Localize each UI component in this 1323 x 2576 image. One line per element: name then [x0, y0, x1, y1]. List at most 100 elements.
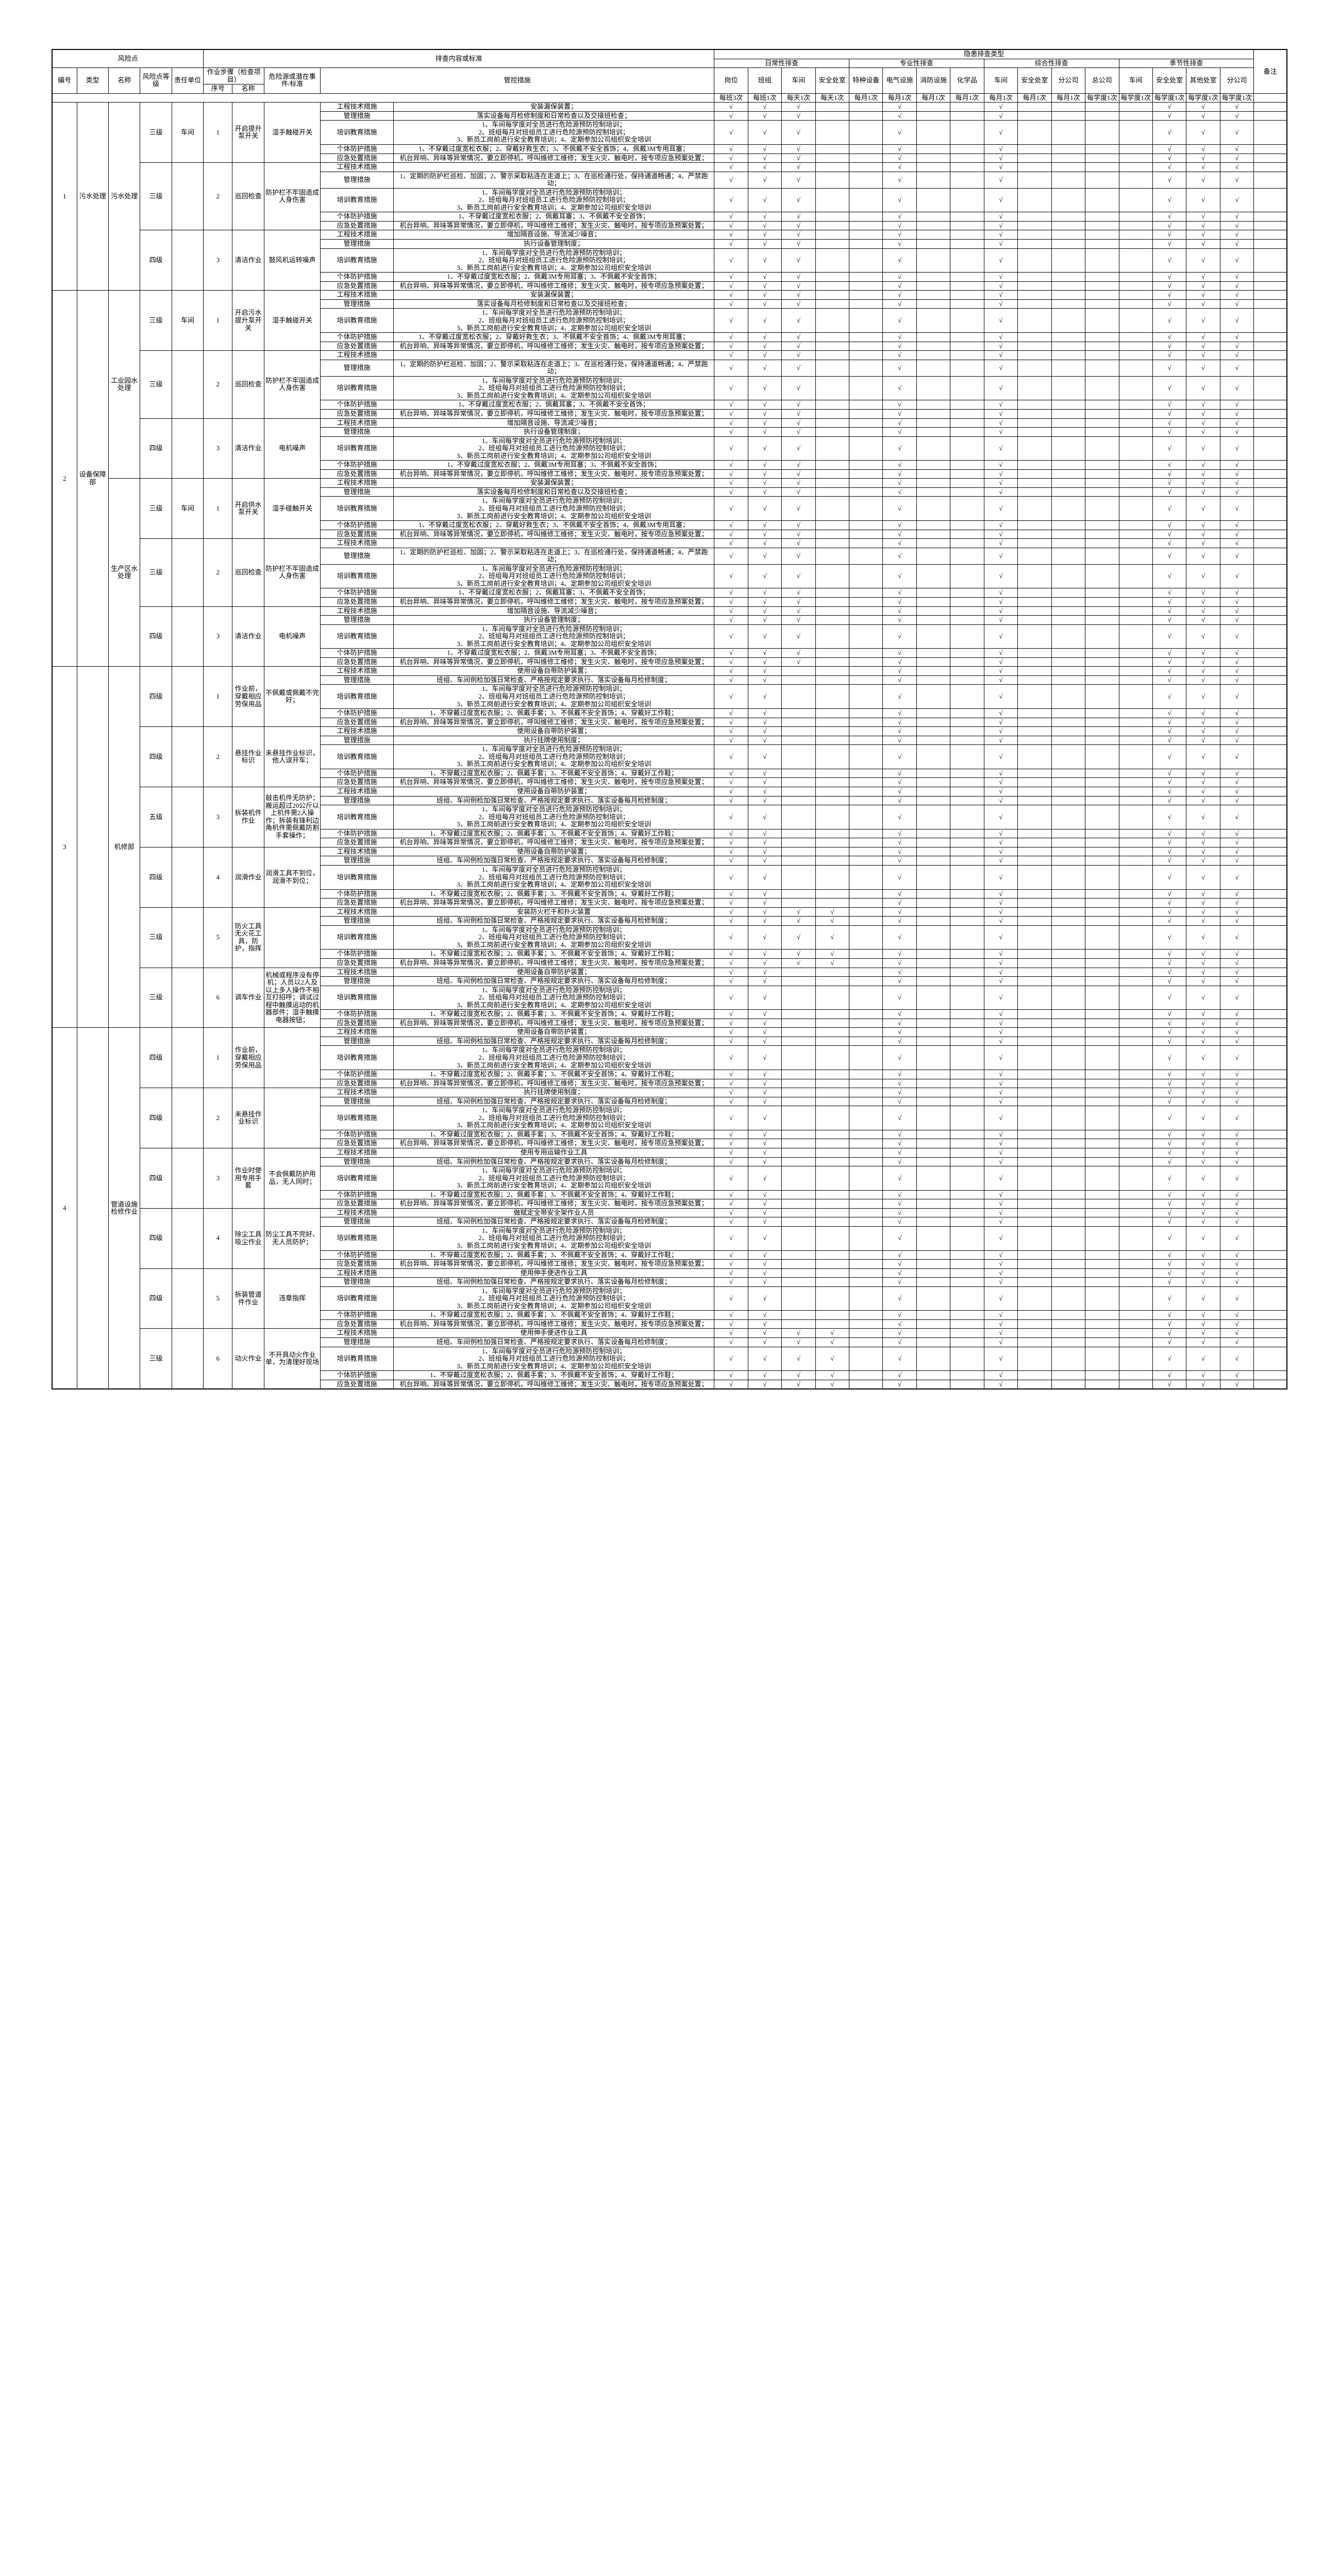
cell-check-5[interactable]: √: [882, 496, 917, 521]
cell-check-6[interactable]: [916, 889, 951, 899]
cell-check-5[interactable]: √: [882, 427, 917, 437]
cell-check-6[interactable]: [916, 1045, 951, 1071]
cell-check-14[interactable]: √: [1186, 777, 1220, 788]
cell-check-2[interactable]: [781, 1286, 816, 1311]
cell-check-8[interactable]: √: [983, 588, 1018, 598]
cell-check-5[interactable]: √: [882, 838, 917, 848]
cell-check-6[interactable]: [916, 615, 951, 625]
cell-check-5[interactable]: √: [882, 1106, 917, 1130]
cell-check-2[interactable]: √: [781, 564, 816, 589]
cell-check-10[interactable]: [1051, 615, 1086, 625]
cell-check-4[interactable]: [849, 1106, 883, 1130]
cell-check-2[interactable]: √: [781, 1379, 816, 1389]
cell-check-6[interactable]: [916, 144, 951, 154]
cell-check-4[interactable]: [849, 828, 883, 839]
cell-check-7[interactable]: [950, 248, 984, 273]
cell-check-6[interactable]: [916, 272, 951, 282]
cell-check-14[interactable]: √: [1186, 588, 1220, 598]
cell-check-14[interactable]: √: [1186, 1009, 1220, 1019]
cell-check-15[interactable]: √: [1219, 529, 1254, 539]
cell-check-14[interactable]: √: [1186, 768, 1220, 778]
cell-check-12[interactable]: [1118, 248, 1153, 273]
cell-check-5[interactable]: √: [882, 230, 917, 240]
cell-check-8[interactable]: √: [983, 1027, 1018, 1037]
cell-check-11[interactable]: [1085, 1319, 1119, 1329]
cell-check-12[interactable]: [1118, 188, 1153, 213]
cell-check-4[interactable]: [849, 865, 883, 890]
cell-check-10[interactable]: [1051, 648, 1086, 658]
cell-check-0[interactable]: √: [714, 795, 748, 806]
cell-check-9[interactable]: [1017, 916, 1052, 926]
cell-check-7[interactable]: [950, 520, 984, 530]
cell-check-14[interactable]: √: [1186, 1096, 1220, 1107]
cell-check-11[interactable]: [1085, 1148, 1119, 1158]
cell-check-11[interactable]: [1085, 967, 1119, 977]
cell-check-1[interactable]: √: [747, 1346, 782, 1371]
cell-check-5[interactable]: √: [882, 967, 917, 977]
cell-check-7[interactable]: [950, 805, 984, 829]
cell-check-9[interactable]: [1017, 615, 1052, 625]
cell-check-10[interactable]: [1051, 597, 1086, 607]
cell-check-3[interactable]: [815, 1217, 850, 1227]
cell-check-1[interactable]: √: [747, 967, 782, 977]
cell-check-3[interactable]: [815, 487, 850, 497]
cell-check-2[interactable]: [781, 1250, 816, 1260]
cell-check-4[interactable]: [849, 102, 883, 112]
cell-check-1[interactable]: √: [747, 564, 782, 589]
cell-check-9[interactable]: [1017, 153, 1052, 163]
cell-check-12[interactable]: [1118, 675, 1153, 685]
cell-check-11[interactable]: [1085, 120, 1119, 145]
cell-check-4[interactable]: [849, 588, 883, 598]
cell-check-0[interactable]: √: [714, 120, 748, 145]
cell-check-7[interactable]: [950, 1379, 984, 1389]
cell-check-13[interactable]: √: [1152, 400, 1187, 410]
cell-check-15[interactable]: √: [1219, 1199, 1254, 1209]
cell-check-9[interactable]: [1017, 248, 1052, 273]
cell-check-5[interactable]: √: [882, 615, 917, 625]
cell-check-11[interactable]: [1085, 1045, 1119, 1071]
cell-check-5[interactable]: √: [882, 1009, 917, 1019]
cell-check-4[interactable]: [849, 666, 883, 676]
cell-check-5[interactable]: √: [882, 1045, 917, 1071]
cell-check-7[interactable]: [950, 111, 984, 121]
cell-check-10[interactable]: [1051, 1036, 1086, 1046]
cell-check-6[interactable]: [916, 1217, 951, 1227]
cell-check-11[interactable]: [1085, 1286, 1119, 1311]
cell-check-11[interactable]: [1085, 657, 1119, 667]
cell-check-13[interactable]: √: [1152, 1217, 1187, 1227]
cell-check-0[interactable]: √: [714, 171, 748, 189]
cell-check-2[interactable]: √: [781, 341, 816, 351]
cell-check-3[interactable]: [815, 102, 850, 112]
cell-check-14[interactable]: √: [1186, 1310, 1220, 1320]
cell-check-4[interactable]: [849, 717, 883, 727]
cell-check-7[interactable]: [950, 1337, 984, 1347]
cell-check-2[interactable]: [781, 1166, 816, 1191]
cell-check-9[interactable]: [1017, 735, 1052, 745]
cell-check-8[interactable]: √: [983, 606, 1018, 616]
cell-check-3[interactable]: [815, 120, 850, 145]
cell-check-14[interactable]: √: [1186, 144, 1220, 154]
cell-check-1[interactable]: √: [747, 889, 782, 899]
cell-check-0[interactable]: √: [714, 907, 748, 917]
cell-check-9[interactable]: [1017, 976, 1052, 986]
cell-check-12[interactable]: [1118, 239, 1153, 249]
cell-check-9[interactable]: [1017, 409, 1052, 419]
cell-check-8[interactable]: √: [983, 828, 1018, 839]
cell-check-4[interactable]: [849, 1157, 883, 1167]
cell-check-9[interactable]: [1017, 1088, 1052, 1097]
cell-check-9[interactable]: [1017, 436, 1052, 461]
cell-check-8[interactable]: √: [983, 1106, 1018, 1130]
cell-check-14[interactable]: √: [1186, 1190, 1220, 1200]
cell-check-14[interactable]: √: [1186, 1370, 1220, 1380]
cell-check-2[interactable]: √: [781, 588, 816, 598]
cell-check-6[interactable]: [916, 376, 951, 401]
cell-check-8[interactable]: √: [983, 1268, 1018, 1278]
cell-check-15[interactable]: √: [1219, 290, 1254, 300]
cell-check-12[interactable]: [1118, 925, 1153, 950]
cell-check-11[interactable]: [1085, 795, 1119, 806]
cell-check-9[interactable]: [1017, 1139, 1052, 1148]
cell-check-6[interactable]: [916, 777, 951, 788]
cell-check-1[interactable]: √: [747, 597, 782, 607]
cell-check-4[interactable]: [849, 1199, 883, 1209]
cell-check-3[interactable]: [815, 409, 850, 419]
